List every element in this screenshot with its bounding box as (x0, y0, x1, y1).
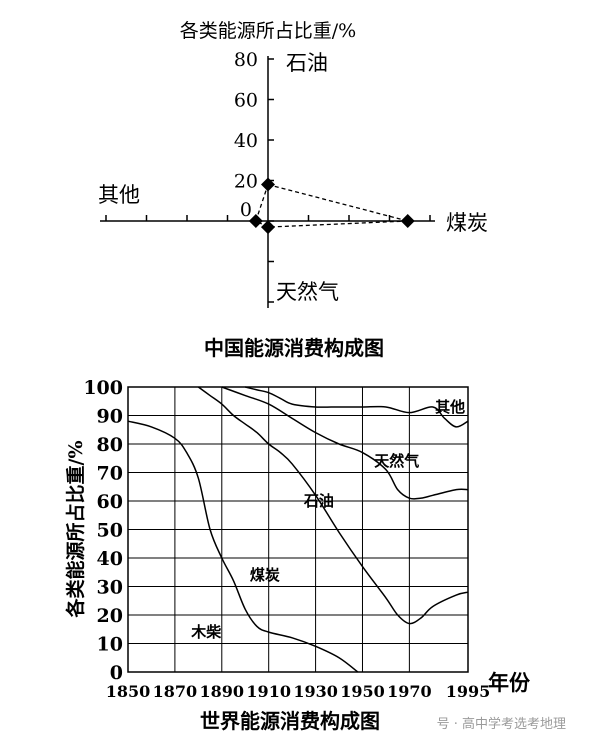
curve-label-5: 其他 (435, 398, 465, 416)
bottom-x-tick-label: 1850 (106, 682, 151, 701)
top-x-ticks (105, 215, 431, 303)
bottom-y-axis-title: 各类能源所占比重/% (64, 441, 87, 619)
curve-label-1: 木柴 (190, 623, 222, 641)
bottom-y-tick-label: 90 (97, 406, 123, 428)
watermark: 号 · 高中学考选考地理 (437, 716, 566, 732)
bottom-x-tick-label: 1970 (387, 682, 432, 701)
curve-4 (245, 386, 469, 428)
bottom-x-tick-label: 1930 (293, 682, 338, 701)
top-y-tick-label: 60 (234, 90, 258, 112)
bottom-x-axis-title: 年份 (488, 670, 531, 695)
top-chart-title: 中国能源消费构成图 (204, 336, 384, 360)
bottom-x-tick-label: 1950 (340, 682, 385, 701)
top-marker-3 (261, 220, 275, 235)
top-y-tick-label: 80 (234, 49, 258, 71)
bottom-curve-labels: 木柴 煤炭 石油 天然气 其他 (190, 398, 465, 641)
top-marker-2 (400, 214, 415, 228)
top-markers (248, 177, 415, 235)
bottom-gridlines (128, 387, 468, 672)
bottom-x-tick-label: 1890 (200, 682, 245, 701)
curve-label-3: 石油 (303, 492, 334, 510)
top-y-ticks: 0 20 40 60 80 (234, 49, 274, 222)
top-y-tick-label: 0 (240, 199, 252, 221)
top-marker-1 (261, 177, 275, 192)
bottom-x-tick-labels: 1850 1870 1890 1910 1930 1950 1970 1995 (106, 682, 491, 701)
bottom-y-tick-label: 60 (97, 491, 123, 513)
bottom-y-tick-label: 80 (97, 434, 123, 456)
bottom-y-tick-label: 0 (110, 662, 123, 684)
china-energy-chart: 各类能源所占比重/% 0 20 40 60 80 石油 其他 煤炭 天然气 中国能源消费… (98, 20, 488, 360)
curve-1 (127, 420, 359, 673)
bottom-x-tick-label: 1870 (153, 682, 198, 701)
curve-label-4: 天然气 (374, 452, 419, 470)
arm-label-down: 天然气 (276, 280, 339, 304)
top-dashed-connector (267, 220, 408, 228)
bottom-chart-title: 世界能源消费构成图 (200, 709, 380, 733)
bottom-x-tick-label: 1910 (246, 682, 291, 701)
top-marker-4 (248, 214, 263, 228)
bottom-y-tick-label: 70 (97, 463, 123, 485)
bottom-y-tick-label: 10 (97, 634, 123, 656)
bottom-y-tick-labels: 0 10 20 30 40 50 60 70 80 90 100 (83, 377, 123, 684)
top-y-axis-title: 各类能源所占比重/% (180, 20, 356, 42)
bottom-y-tick-label: 50 (97, 520, 123, 542)
bottom-y-tick-label: 20 (97, 605, 123, 627)
curve-2 (197, 386, 469, 625)
plot-frame (127, 386, 469, 673)
arm-label-right: 煤炭 (446, 211, 488, 235)
top-y-tick-label: 40 (234, 130, 258, 152)
curve-3 (221, 386, 469, 500)
bottom-curves (127, 386, 469, 673)
curve-label-2: 煤炭 (250, 566, 280, 584)
arm-label-up: 石油 (286, 51, 328, 75)
arm-label-left: 其他 (98, 183, 140, 207)
top-y-tick-label: 20 (234, 171, 258, 193)
bottom-y-tick-label: 30 (97, 577, 123, 599)
bottom-y-tick-label: 40 (97, 548, 123, 570)
top-dashed-connector (267, 183, 408, 222)
bottom-y-tick-label: 100 (83, 377, 123, 399)
bottom-x-tick-label: 1995 (446, 682, 491, 701)
